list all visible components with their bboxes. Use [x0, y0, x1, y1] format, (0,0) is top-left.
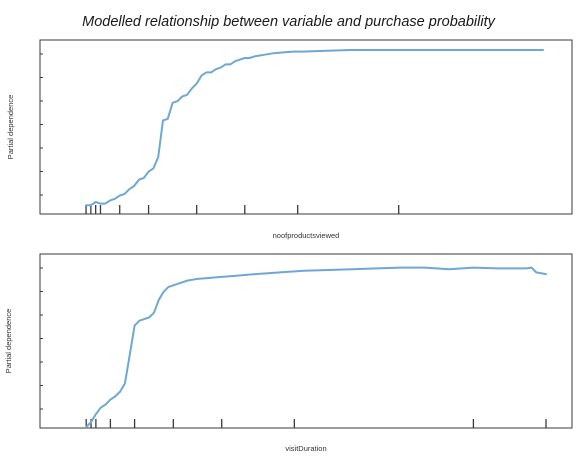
x-axis-label: visitDuration: [285, 444, 326, 453]
partial-dependence-line: [85, 266, 547, 428]
y-ticks: [40, 267, 43, 410]
partial-dependence-line: [85, 49, 544, 207]
plot-frame: [39, 39, 573, 215]
rug-ticks: [85, 205, 400, 214]
y-ticks: [40, 53, 43, 196]
plot-noofproductsviewed: noofproductsviewed Partial dependence: [6, 39, 573, 240]
rug-ticks: [85, 419, 547, 428]
figure-title: Modelled relationship between variable a…: [82, 14, 495, 30]
y-axis-label: Partial dependence: [6, 95, 15, 160]
plot-frame: [39, 253, 573, 429]
x-axis-label: noofproductsviewed: [273, 231, 340, 240]
plot-visitduration: visitDuration Partial dependence: [4, 253, 573, 453]
y-axis-label: Partial dependence: [4, 309, 13, 374]
